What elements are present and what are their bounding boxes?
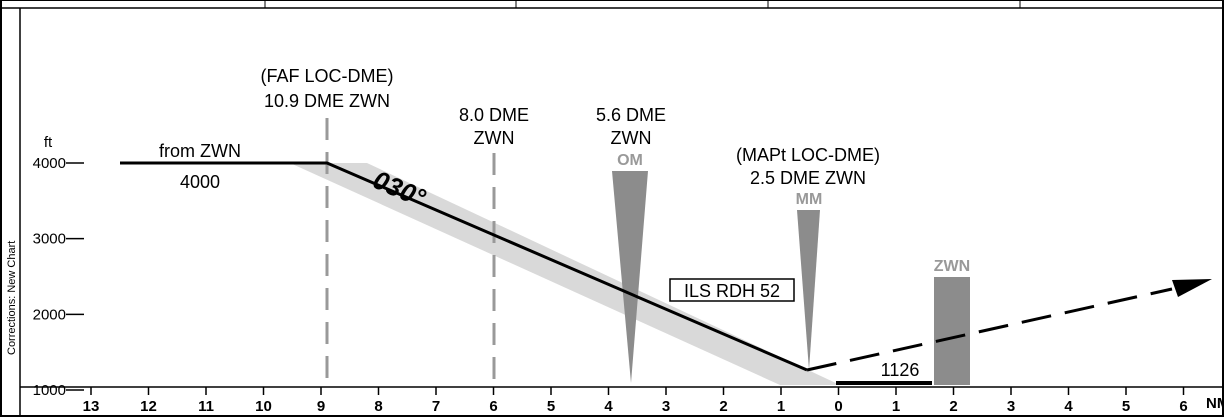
- y-axis-ticks: 4000 3000 2000 1000: [33, 155, 84, 399]
- middle-marker-icon: [797, 210, 820, 370]
- x-tick-label: 2: [949, 398, 957, 415]
- x-tick-label: 11: [198, 398, 214, 415]
- x-tick-label: 5: [547, 398, 555, 415]
- faf-label-line1: (FAF LOC-DME): [261, 66, 394, 86]
- dme8-label-line1: 8.0 DME: [459, 105, 529, 125]
- x-tick-label: 1: [892, 398, 900, 415]
- x-unit-label: NM: [1206, 395, 1224, 412]
- faf-label-line2: 10.9 DME ZWN: [264, 91, 390, 111]
- missed-approach-line: [807, 289, 1172, 370]
- x-tick-label: 5: [1122, 398, 1130, 415]
- x-tick-label: 3: [662, 398, 670, 415]
- x-tick-label: 2: [719, 398, 727, 415]
- from-zwn-label: from ZWN: [159, 141, 241, 161]
- glidepath-shading: [290, 163, 840, 385]
- ils-rdh-label: ILS RDH 52: [684, 281, 780, 301]
- zwn-label: ZWN: [934, 258, 970, 275]
- x-tick-label: 3: [1007, 398, 1015, 415]
- corrections-note: Corrections: New Chart: [6, 241, 18, 355]
- om-label: OM: [617, 152, 643, 169]
- y-tick-label: 4000: [33, 155, 66, 172]
- x-tick-label: 12: [140, 398, 157, 415]
- dme56-label-line1: 5.6 DME: [596, 105, 666, 125]
- x-tick-label: 4: [1064, 398, 1073, 415]
- y-tick-label: 1000: [33, 382, 66, 399]
- x-tick-label: 6: [489, 398, 497, 415]
- zwn-navaid-icon: [934, 277, 970, 385]
- x-tick-label: 13: [83, 398, 100, 415]
- y-unit-label: ft: [44, 134, 53, 151]
- x-tick-label: 10: [255, 398, 272, 415]
- mm-label: MM: [796, 191, 823, 208]
- initial-altitude-label: 4000: [180, 172, 220, 192]
- runway-elevation: 1126: [881, 360, 920, 380]
- x-tick-label: 8: [374, 398, 382, 415]
- dme8-label-line2: ZWN: [474, 128, 515, 148]
- outer-marker-icon: [612, 171, 648, 383]
- x-tick-label: 7: [432, 398, 440, 415]
- missed-approach-arrowhead: [1172, 279, 1212, 297]
- x-tick-label: 9: [317, 398, 325, 415]
- mapt-label-line2: 2.5 DME ZWN: [750, 168, 866, 188]
- dme56-label-line2: ZWN: [611, 128, 652, 148]
- x-tick-label: 6: [1179, 398, 1187, 415]
- x-tick-label: 4: [604, 398, 613, 415]
- y-tick-label: 3000: [33, 231, 66, 248]
- x-tick-label: 0: [834, 398, 842, 415]
- mapt-label-line1: (MAPt LOC-DME): [736, 145, 880, 165]
- y-tick-label: 2000: [33, 306, 66, 323]
- x-tick-label: 1: [777, 398, 785, 415]
- x-axis-ticks: 13 12 11 10 9 8 7 6 5 4 3 2 1 0 1 2 3 4 5 6: [83, 387, 1188, 415]
